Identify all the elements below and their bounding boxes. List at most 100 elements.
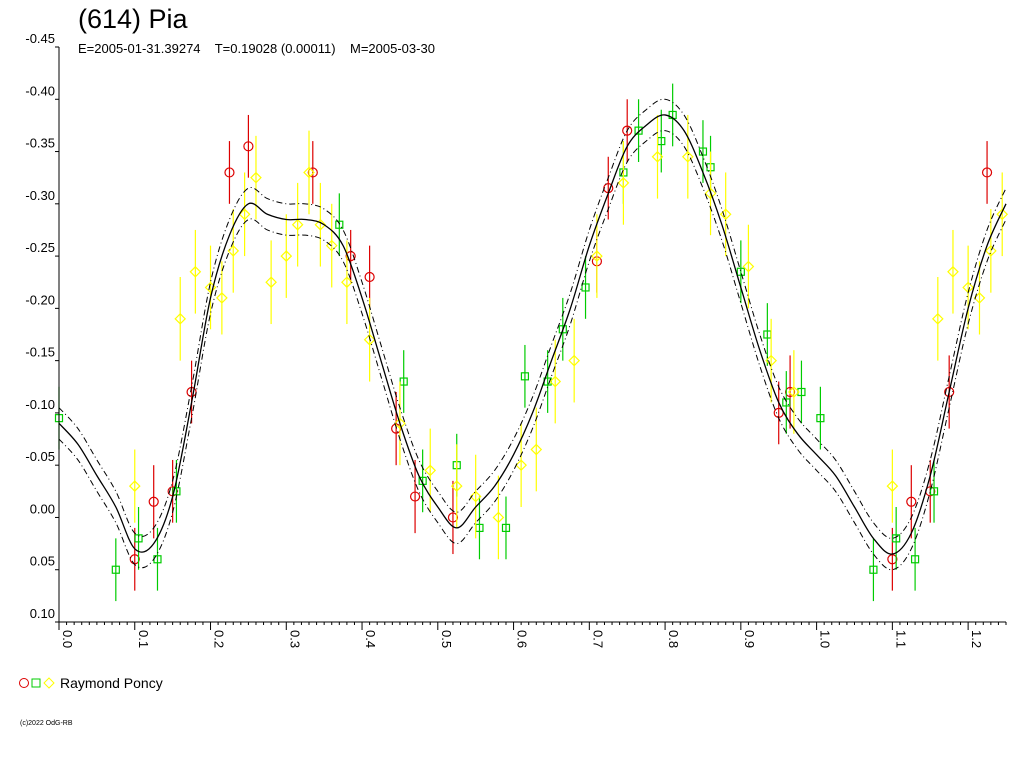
x-tick-label: 0.4 xyxy=(363,630,378,648)
copyright-text: (c)2022 OdG-RB xyxy=(20,720,73,727)
data-point-green xyxy=(111,565,120,574)
y-tick-label: 0.05 xyxy=(30,554,55,569)
data-point-yellow xyxy=(568,354,581,367)
data-point-yellow xyxy=(227,245,240,257)
data-point-yellow xyxy=(341,276,353,289)
y-tick-label: 0.00 xyxy=(30,501,55,516)
data-point-yellow xyxy=(530,443,543,456)
data-point-yellow xyxy=(742,260,755,273)
data-point-red xyxy=(409,491,421,502)
x-tick-label: 0.5 xyxy=(439,630,454,648)
y-tick-label: -0.25 xyxy=(25,240,55,255)
legend: Raymond Poncy xyxy=(18,675,163,691)
data-point-yellow xyxy=(591,250,603,262)
data-point-green xyxy=(558,325,567,334)
data-point-yellow xyxy=(996,208,1009,221)
data-point-green xyxy=(782,398,791,407)
data-point-yellow xyxy=(250,171,262,184)
data-point-yellow xyxy=(174,312,187,325)
data-point-yellow xyxy=(189,265,202,278)
data-point-red xyxy=(148,496,159,507)
data-point-yellow xyxy=(549,375,562,388)
data-point-green xyxy=(335,220,344,229)
data-point-yellow xyxy=(314,218,327,231)
data-point-red xyxy=(622,125,633,136)
data-point-red xyxy=(224,167,235,178)
data-point-red xyxy=(784,386,796,398)
legend-green-square-icon xyxy=(31,678,41,688)
data-point-yellow xyxy=(681,150,694,163)
x-tick-label: 0.1 xyxy=(136,630,151,648)
legend-markers xyxy=(19,677,55,689)
chart-subtitle: E=2005-01-31.39274 T=0.19028 (0.00011) M… xyxy=(78,41,435,56)
data-point-yellow xyxy=(450,480,463,492)
x-tick-label: 0.0 xyxy=(60,630,75,648)
fit-upper-band xyxy=(58,98,1007,539)
x-tick-label: 1.1 xyxy=(893,630,908,648)
y-tick-label: -0.15 xyxy=(25,345,55,360)
data-point-yellow xyxy=(704,187,717,200)
x-tick-label: 1.2 xyxy=(969,630,984,648)
data-point-green xyxy=(869,565,878,574)
data-point-green xyxy=(797,387,806,397)
data-point-green xyxy=(929,487,939,496)
y-tick-label: -0.10 xyxy=(25,397,55,412)
y-tick-label: 0.10 xyxy=(30,606,55,621)
data-point-green xyxy=(910,555,920,564)
x-tick-label: 0.7 xyxy=(590,630,605,648)
y-tick-label: -0.05 xyxy=(25,449,55,464)
data-point-red xyxy=(906,496,917,507)
fit-curve xyxy=(58,114,1007,555)
data-point-yellow xyxy=(947,265,959,278)
x-tick-label: 0.3 xyxy=(287,630,302,648)
y-tick-label: -0.45 xyxy=(25,31,55,46)
legend-red-circle-icon xyxy=(19,678,29,688)
data-point-green xyxy=(698,147,708,156)
y-tick-label: -0.40 xyxy=(25,83,55,98)
data-point-green xyxy=(816,414,825,423)
data-point-green xyxy=(520,372,530,381)
data-point-red xyxy=(243,141,254,152)
data-point-red xyxy=(447,512,459,523)
y-tick-label: -0.20 xyxy=(25,292,55,307)
legend-yellow-diamond-icon xyxy=(43,677,55,689)
data-point-yellow xyxy=(719,208,732,221)
data-point-green xyxy=(736,267,745,276)
data-point-yellow xyxy=(363,333,376,346)
data-point-yellow xyxy=(280,250,293,262)
data-point-yellow xyxy=(424,464,437,477)
data-point-yellow xyxy=(886,480,899,492)
data-point-red xyxy=(307,167,318,178)
data-point-yellow xyxy=(788,386,800,398)
data-point-yellow xyxy=(765,354,777,367)
y-tick-label: -0.35 xyxy=(25,136,55,151)
data-point-yellow xyxy=(492,511,505,524)
data-point-red xyxy=(887,554,898,565)
data-point-green xyxy=(581,283,590,292)
data-point-yellow xyxy=(515,459,527,472)
fit-lower-band xyxy=(58,130,1007,571)
data-point-red xyxy=(129,554,140,565)
data-point-yellow xyxy=(238,208,251,221)
x-tick-label: 0.9 xyxy=(742,630,757,648)
data-point-red xyxy=(364,271,375,283)
x-tick-label: 0.6 xyxy=(515,630,530,648)
chart-title: (614) Pia xyxy=(78,4,188,34)
data-point-green xyxy=(892,534,901,543)
x-tick-label: 1.0 xyxy=(818,630,833,648)
data-point-yellow xyxy=(931,312,944,325)
data-point-yellow xyxy=(394,417,406,430)
legend-label: Raymond Poncy xyxy=(60,675,163,691)
data-point-green xyxy=(634,126,643,135)
x-tick-label: 0.2 xyxy=(212,630,227,648)
data-point-yellow xyxy=(651,150,664,163)
data-point-yellow xyxy=(265,276,277,289)
data-point-red xyxy=(981,167,993,178)
y-tick-label: -0.30 xyxy=(25,188,55,203)
data-point-yellow xyxy=(303,166,315,179)
data-point-yellow xyxy=(128,480,141,492)
data-point-green xyxy=(134,534,143,543)
data-point-yellow xyxy=(216,292,228,304)
data-point-yellow xyxy=(984,245,997,257)
